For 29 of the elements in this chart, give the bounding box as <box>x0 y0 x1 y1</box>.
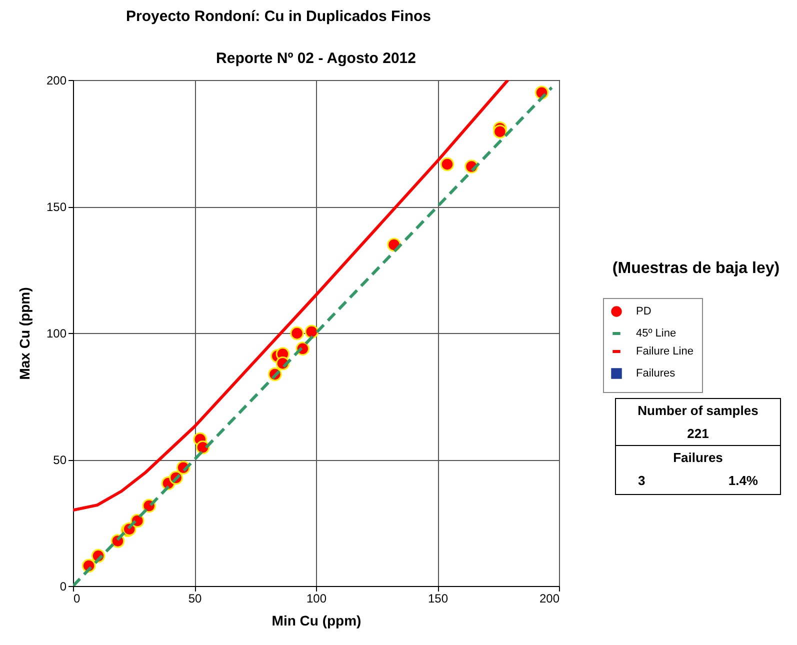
legend-label: Failures <box>636 368 676 380</box>
legend-label: PD <box>636 306 652 318</box>
y-tick-label: 0 <box>60 580 67 594</box>
point <box>304 324 318 339</box>
text: 3 <box>638 473 646 488</box>
y-tick-label: 150 <box>46 200 67 214</box>
text: (Muestras de baja ley) <box>611 260 781 278</box>
x-tick-label: 0 <box>74 592 80 606</box>
legend-label: Failure Line <box>636 346 694 358</box>
x-tick-label: 200 <box>539 592 560 606</box>
line-series <box>73 80 510 512</box>
x-tick-label: 50 <box>188 592 202 606</box>
point <box>290 326 304 340</box>
text: Failures <box>672 449 724 467</box>
chart-subtitle: Reporte Nº 02 - Agosto 2012 <box>216 50 416 67</box>
point <box>440 157 454 172</box>
x-tick-label: 100 <box>306 592 327 606</box>
y-axis-title: Max Cu (ppm) <box>16 287 32 380</box>
text: Number of samples <box>636 402 760 420</box>
text: 221 <box>686 425 710 443</box>
x-axis-title: Min Cu (ppm) <box>272 612 362 628</box>
y-tick-label: 50 <box>53 453 67 467</box>
chart-title: Proyecto Rondoní: Cu in Duplicados Finos <box>126 8 432 25</box>
y-tick-label: 100 <box>46 326 67 340</box>
text: 1.4% <box>728 473 758 488</box>
y-tick-label: 200 <box>46 74 67 88</box>
point <box>493 124 507 138</box>
x-tick-label: 150 <box>428 592 448 606</box>
legend-label: 45º Line <box>636 328 676 340</box>
